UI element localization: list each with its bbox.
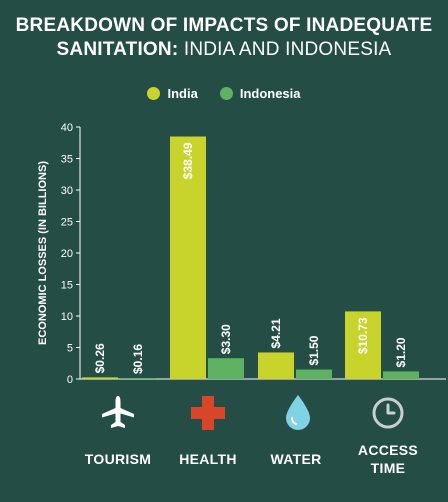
legend-swatch-india	[147, 87, 161, 100]
chart-title-line1: BREAKDOWN OF IMPACTS OF INADEQUATE	[15, 15, 433, 36]
water-drop-icon	[286, 395, 310, 430]
y-tick-label: 30	[61, 185, 73, 197]
bar-indonesia-health	[208, 358, 244, 379]
chart-title-light: INDIA AND INDONESIA	[183, 39, 392, 60]
category-label-access-time: ACCESS TIME	[343, 441, 433, 477]
bar-india-access-time	[345, 311, 381, 379]
category-label-tourism: TOURISM	[73, 450, 163, 468]
bar-indonesia-access-time	[383, 371, 419, 379]
y-tick-label: 0	[67, 374, 73, 386]
bar-india-health	[170, 136, 206, 379]
category-label-health-line1: HEALTH	[179, 451, 237, 467]
legend-item-india: India	[147, 86, 198, 101]
data-label-indonesia-water: $1.50	[307, 335, 321, 365]
data-label-india-health: $38.49	[181, 142, 195, 179]
legend-swatch-indonesia	[219, 87, 233, 100]
y-tick-label: 35	[61, 154, 73, 166]
bar-india-water	[258, 352, 294, 379]
category-label-access-time-line2: TIME	[370, 460, 406, 476]
bar-indonesia-water	[296, 369, 332, 379]
data-label-india-access-time: $10.73	[356, 317, 370, 354]
chart-title-bold: SANITATION:	[56, 39, 179, 60]
category-label-access-time-line1: ACCESS	[357, 442, 419, 458]
category-label-water: WATER	[251, 450, 341, 468]
category-label-health: HEALTH	[163, 450, 253, 468]
y-tick-label: 5	[67, 343, 73, 355]
y-tick-label: 20	[61, 248, 73, 260]
data-label-india-water: $4.21	[269, 318, 283, 348]
chart-title-line2: SANITATION: INDIA AND INDONESIA	[0, 38, 448, 62]
data-label-india-tourism: $0.26	[93, 343, 107, 373]
legend-label-india: India	[167, 86, 198, 101]
legend: India Indonesia	[0, 86, 448, 101]
bar-india-tourism	[82, 377, 118, 379]
y-tick-label: 40	[61, 122, 73, 134]
category-label-tourism-line1: TOURISM	[84, 451, 152, 467]
legend-item-indonesia: Indonesia	[219, 86, 301, 101]
clock-icon	[372, 397, 404, 429]
legend-label-indonesia: Indonesia	[239, 86, 301, 101]
data-label-indonesia-health: $3.30	[219, 324, 233, 354]
category-label-water-line1: WATER	[270, 451, 322, 467]
bar-indonesia-tourism	[120, 377, 156, 379]
y-axis-label: ECONOMIC LOSSES (IN BILLIONS)	[37, 161, 49, 345]
y-tick-label: 15	[61, 280, 73, 292]
y-tick-label: 10	[61, 311, 73, 323]
data-label-indonesia-access-time: $1.20	[394, 337, 408, 367]
medical-cross-icon	[191, 396, 225, 430]
chart-title: BREAKDOWN OF IMPACTS OF INADEQUATE SANIT…	[0, 14, 448, 62]
y-tick-label: 25	[61, 217, 73, 229]
airplane-icon	[102, 396, 134, 428]
data-label-indonesia-tourism: $0.16	[131, 344, 145, 374]
